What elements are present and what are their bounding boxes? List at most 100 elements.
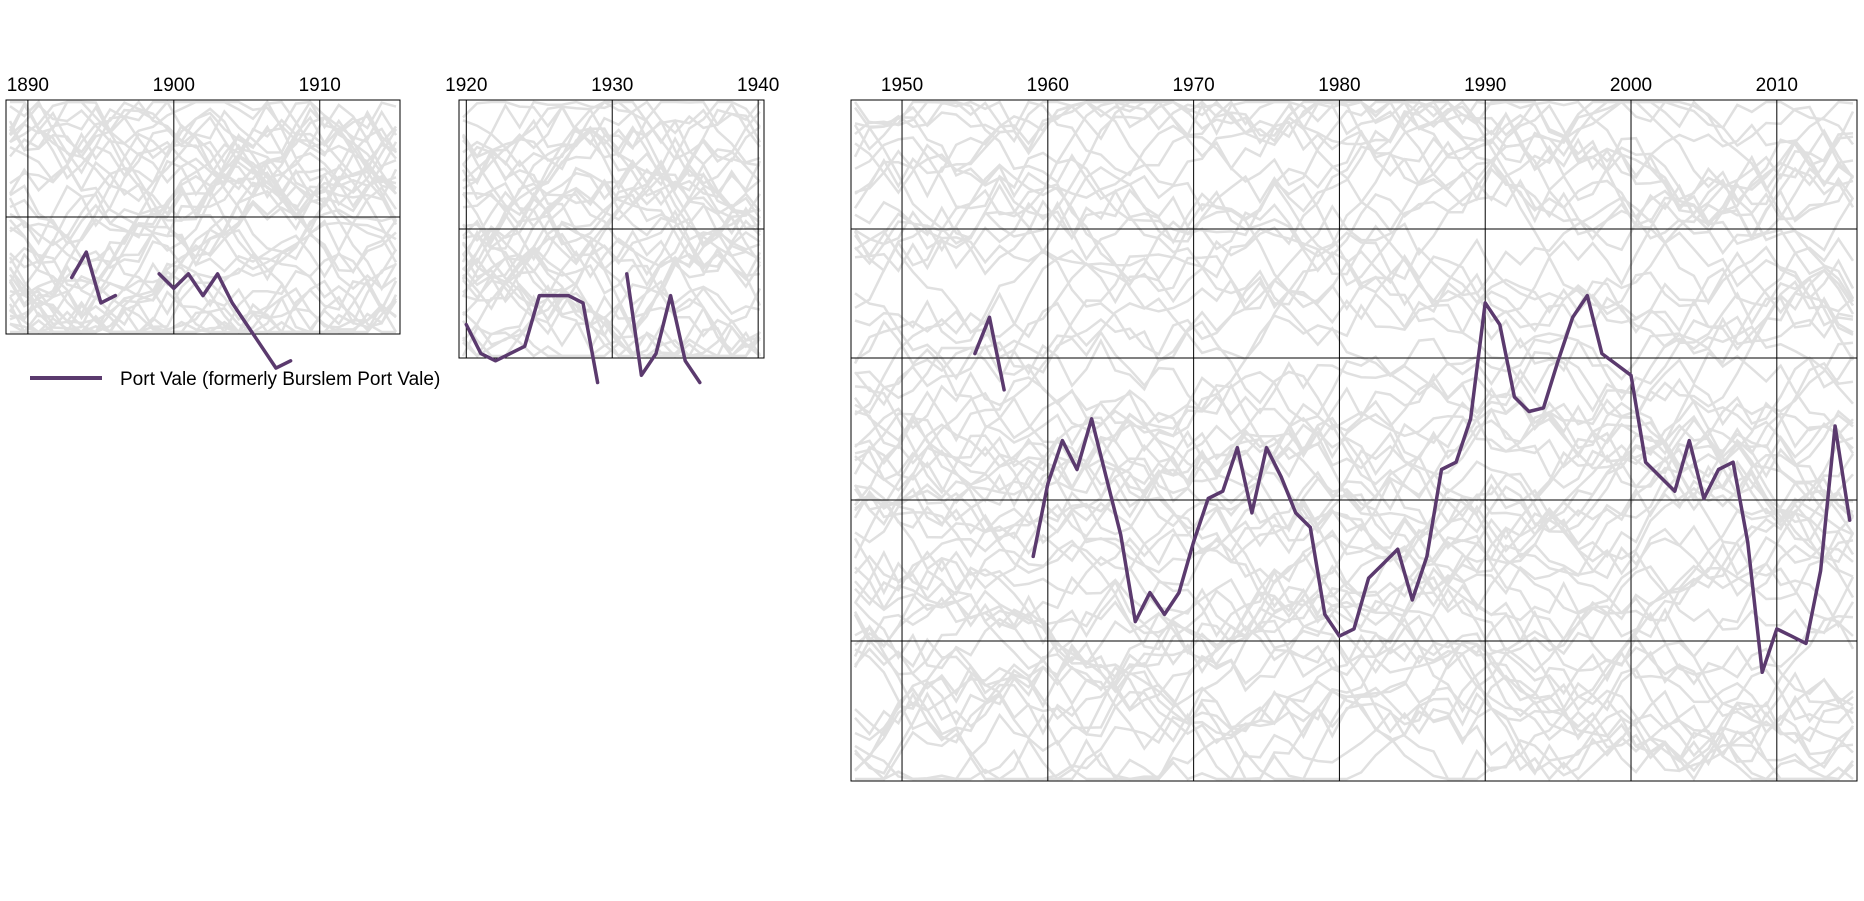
background-trace [462, 253, 762, 358]
background-trace [854, 550, 1854, 781]
background-trace [8, 101, 398, 254]
background-trace [853, 236, 1855, 519]
background-trace [854, 565, 1854, 781]
series-line-segment [625, 272, 702, 385]
background-trace [853, 160, 1855, 294]
background-trace [854, 268, 1855, 510]
background-trace [462, 164, 762, 294]
background-trace [853, 231, 1854, 365]
background-trace [461, 169, 761, 269]
tick-label-1910: 1910 [299, 75, 341, 96]
background-trace [462, 282, 761, 358]
background-trace [461, 178, 762, 289]
background-trace [854, 99, 1854, 243]
tick-label-1930: 1930 [591, 75, 633, 96]
background-trace [853, 99, 1855, 214]
background-trace [462, 100, 762, 186]
background-trace [462, 154, 762, 307]
background-trace [853, 442, 1855, 712]
background-trace [9, 145, 398, 333]
background-trace [854, 544, 1855, 744]
background-trace [854, 341, 1854, 705]
background-trace [461, 209, 761, 266]
background-trace [853, 589, 1854, 740]
background-trace [8, 109, 397, 239]
background-trace [853, 398, 1854, 564]
legend: Port Vale (formerly Burslem Port Vale) [30, 369, 440, 390]
background-trace [854, 647, 1854, 781]
background-traces [461, 100, 762, 358]
background-traces [853, 99, 1855, 782]
background-trace [854, 356, 1854, 534]
background-trace [8, 101, 398, 199]
tick-label-1970: 1970 [1172, 75, 1214, 96]
background-trace [853, 100, 1855, 306]
background-trace [9, 101, 397, 246]
background-trace [9, 159, 397, 334]
background-traces [8, 99, 398, 334]
background-trace [853, 436, 1854, 604]
tick-label-1940: 1940 [737, 75, 779, 96]
tick-label-2000: 2000 [1610, 75, 1652, 96]
background-trace [462, 217, 761, 298]
panel-1920s-1930s: 1920 1930 1940 [445, 75, 779, 385]
series-line-segment [973, 315, 1006, 392]
background-trace [8, 139, 397, 322]
tick-label-2010: 2010 [1756, 75, 1798, 96]
background-trace [854, 100, 1854, 256]
background-trace [854, 407, 1855, 558]
background-trace [9, 168, 398, 246]
background-trace [853, 445, 1855, 587]
series-line-segment [157, 272, 293, 370]
background-trace [854, 527, 1855, 745]
background-trace [461, 208, 761, 358]
background-trace [853, 100, 1854, 327]
tick-label-1890: 1890 [7, 75, 49, 96]
background-trace [853, 370, 1854, 527]
tick-label-1990: 1990 [1464, 75, 1506, 96]
background-trace [853, 279, 1854, 536]
background-trace [854, 224, 1854, 413]
panel-1890s-1910s: 1890 1900 1910 [5, 75, 401, 370]
background-trace [854, 320, 1854, 459]
background-trace [854, 473, 1854, 638]
background-trace [854, 161, 1855, 361]
background-trace [854, 569, 1854, 777]
background-trace [462, 105, 762, 220]
background-trace [461, 291, 761, 358]
background-trace [854, 188, 1854, 520]
background-trace [854, 412, 1855, 629]
tick-label-1980: 1980 [1318, 75, 1360, 96]
background-trace [9, 187, 396, 334]
background-trace [854, 601, 1854, 781]
background-trace [461, 100, 761, 217]
background-trace [462, 118, 761, 260]
background-trace [854, 449, 1854, 724]
series-line-segment [69, 250, 118, 305]
tick-label-1920: 1920 [445, 75, 487, 96]
background-trace [461, 240, 761, 338]
background-trace [462, 255, 761, 358]
panel-1950s-2010s: 1950 1960 1970 1980 1990 2000 2010 [850, 75, 1858, 782]
tick-label-1960: 1960 [1027, 75, 1069, 96]
chart-panels: 1890 1900 1910 1920 1930 1940 1950 1960 1970 1980… [5, 75, 1858, 782]
background-trace [854, 447, 1854, 629]
panel-frame [850, 99, 1858, 782]
background-trace [854, 490, 1855, 781]
background-trace [854, 100, 1855, 300]
background-trace [854, 210, 1854, 363]
tick-label-1950: 1950 [881, 75, 923, 96]
series-line-segment [464, 293, 600, 385]
series-line-segment [1031, 293, 1852, 675]
background-trace [853, 116, 1855, 361]
background-trace [854, 100, 1854, 416]
background-trace [854, 423, 1854, 591]
background-trace [854, 166, 1855, 352]
background-trace [462, 118, 761, 224]
background-trace [461, 166, 761, 298]
background-trace [9, 290, 398, 334]
legend-label: Port Vale (formerly Burslem Port Vale) [120, 369, 440, 390]
background-trace [854, 136, 1855, 314]
background-trace [854, 100, 1854, 187]
